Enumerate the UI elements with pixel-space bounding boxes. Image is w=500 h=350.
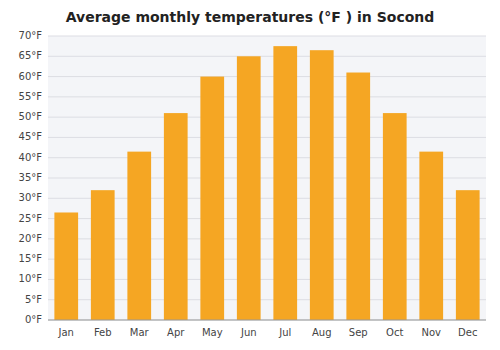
x-tick-label: Dec	[458, 327, 477, 338]
bar	[237, 56, 261, 320]
y-tick-label: 45°F	[19, 131, 43, 142]
x-tick-label: Apr	[167, 327, 185, 338]
bar	[164, 113, 188, 320]
chart-container: 0°F 5°F 10°F 15°F 20°F 25°F 30°F 35°F 40°F 45°F 50…	[0, 0, 500, 350]
y-tick-label: 30°F	[19, 192, 43, 203]
bar	[273, 46, 297, 320]
y-tick-label: 60°F	[19, 71, 43, 82]
y-tick-label: 0°F	[25, 314, 42, 325]
x-tick-label: Jan	[58, 327, 74, 338]
x-tick-label: Jun	[240, 327, 257, 338]
x-tick-label: Oct	[386, 327, 403, 338]
x-tick-label: May	[202, 327, 223, 338]
grid-line	[48, 137, 486, 138]
y-tick-label: 15°F	[19, 253, 43, 264]
x-tick-label: Sep	[349, 327, 368, 338]
y-tick-label: 25°F	[19, 213, 43, 224]
x-tick-label: Nov	[421, 327, 441, 338]
plot-background	[48, 36, 486, 320]
bar	[310, 50, 334, 320]
x-tick-label: Mar	[130, 327, 150, 338]
bar	[419, 152, 443, 320]
bar	[127, 152, 151, 320]
chart-svg: 0°F 5°F 10°F 15°F 20°F 25°F 30°F 35°F 40°F 45°F 50…	[0, 0, 500, 350]
x-axis-line	[48, 320, 486, 321]
bar	[200, 77, 224, 320]
bar	[383, 113, 407, 320]
grid-line	[48, 36, 486, 37]
bar	[54, 212, 78, 320]
bar	[346, 73, 370, 320]
y-tick-label: 35°F	[19, 172, 43, 183]
bar	[91, 190, 115, 320]
grid-line	[48, 96, 486, 97]
y-tick-label: 5°F	[25, 294, 42, 305]
x-tick-label: Aug	[312, 327, 332, 338]
y-tick-label: 40°F	[19, 152, 43, 163]
y-tick-label: 20°F	[19, 233, 43, 244]
page: {"chart_data": {"type": "bar", "title": …	[0, 0, 500, 350]
grid-line	[48, 76, 486, 77]
grid-line	[48, 117, 486, 118]
bar	[456, 190, 480, 320]
y-tick-label: 65°F	[19, 50, 43, 61]
y-tick-label: 70°F	[19, 30, 43, 41]
grid-line	[48, 320, 486, 321]
y-tick-label: 50°F	[19, 111, 43, 122]
y-tick-label: 10°F	[19, 273, 43, 284]
x-tick-label: Jul	[278, 327, 291, 338]
y-axis: 0°F 5°F 10°F 15°F 20°F 25°F 30°F 35°F 40°F 45°F 50…	[19, 30, 486, 325]
x-axis: Jan Feb Mar Apr May Jun Jul Aug Sep Oct Nov Dec	[48, 320, 486, 338]
bars	[54, 46, 479, 320]
grid-line	[48, 56, 486, 57]
x-tick-label: Feb	[94, 327, 112, 338]
y-tick-label: 55°F	[19, 91, 43, 102]
chart-title: Average monthly temperatures (°F ) in So…	[66, 9, 435, 25]
